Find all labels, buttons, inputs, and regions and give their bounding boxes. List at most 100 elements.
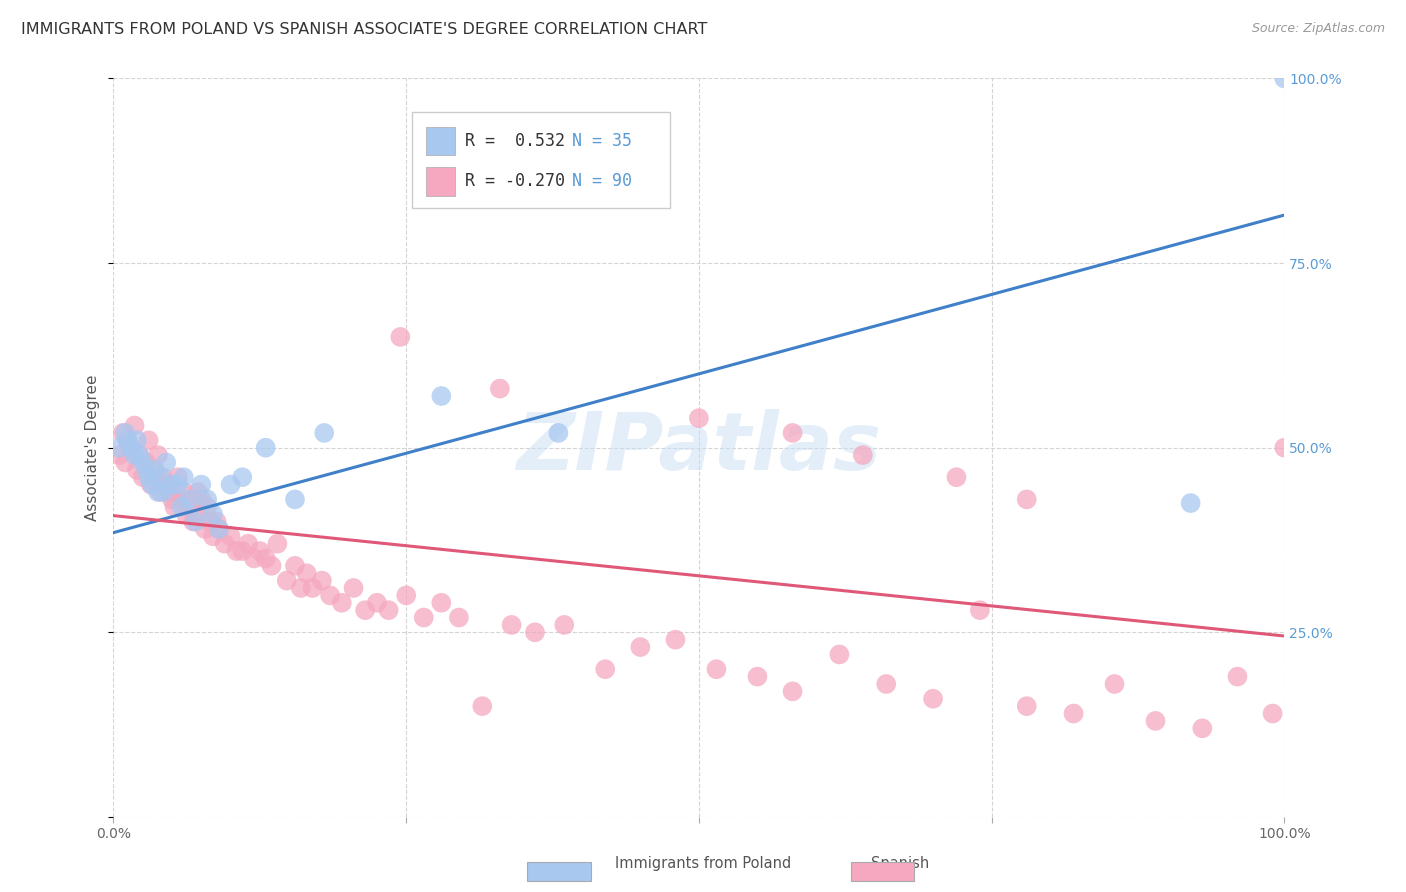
Point bbox=[198, 515, 221, 529]
Point bbox=[155, 477, 177, 491]
Point bbox=[828, 648, 851, 662]
Point bbox=[202, 507, 225, 521]
Point bbox=[1261, 706, 1284, 721]
Point bbox=[149, 485, 172, 500]
Point bbox=[295, 566, 318, 581]
Point bbox=[187, 485, 209, 500]
Point bbox=[214, 537, 236, 551]
Point bbox=[124, 418, 146, 433]
Text: R =  0.532: R = 0.532 bbox=[465, 132, 565, 150]
Point bbox=[471, 699, 494, 714]
Point bbox=[688, 411, 710, 425]
Point bbox=[181, 515, 204, 529]
Text: ZIPatlas: ZIPatlas bbox=[516, 409, 882, 487]
Point bbox=[922, 691, 945, 706]
Point bbox=[159, 485, 181, 500]
Point bbox=[366, 596, 388, 610]
Point bbox=[1191, 721, 1213, 735]
Point bbox=[141, 477, 163, 491]
Point bbox=[120, 441, 142, 455]
Point bbox=[167, 477, 190, 491]
Point bbox=[179, 492, 201, 507]
Point bbox=[524, 625, 547, 640]
Point bbox=[163, 500, 186, 514]
Point bbox=[143, 463, 166, 477]
Point bbox=[146, 485, 169, 500]
Point bbox=[266, 537, 288, 551]
Point bbox=[243, 551, 266, 566]
Point bbox=[225, 544, 247, 558]
Point bbox=[389, 330, 412, 344]
Point bbox=[875, 677, 897, 691]
Point bbox=[179, 500, 201, 514]
Point bbox=[430, 389, 453, 403]
Point bbox=[108, 441, 131, 455]
Point bbox=[120, 441, 142, 455]
Point bbox=[125, 463, 148, 477]
Point bbox=[395, 588, 418, 602]
Point bbox=[1144, 714, 1167, 728]
Point bbox=[138, 470, 160, 484]
Point bbox=[132, 455, 155, 469]
Point bbox=[114, 455, 136, 469]
Text: R = -0.270: R = -0.270 bbox=[465, 172, 565, 191]
Point bbox=[174, 507, 197, 521]
Point bbox=[1180, 496, 1202, 510]
Point bbox=[184, 507, 207, 521]
Point bbox=[124, 448, 146, 462]
Point bbox=[412, 610, 434, 624]
Point bbox=[284, 492, 307, 507]
Point bbox=[1272, 71, 1295, 86]
Point bbox=[1226, 670, 1249, 684]
Point bbox=[143, 463, 166, 477]
Point bbox=[128, 448, 150, 462]
Point bbox=[354, 603, 377, 617]
Point bbox=[314, 425, 336, 440]
Point bbox=[135, 455, 157, 469]
Point bbox=[190, 492, 212, 507]
Point bbox=[111, 425, 134, 440]
Point bbox=[311, 574, 333, 588]
Point bbox=[146, 448, 169, 462]
Point bbox=[342, 581, 364, 595]
Point bbox=[276, 574, 298, 588]
Point bbox=[173, 485, 195, 500]
Bar bbox=[426, 127, 456, 155]
Point bbox=[114, 425, 136, 440]
Point bbox=[260, 558, 283, 573]
Point bbox=[153, 485, 176, 500]
Point bbox=[184, 515, 207, 529]
Point bbox=[330, 596, 353, 610]
Point bbox=[167, 470, 190, 484]
Point bbox=[747, 670, 769, 684]
Text: Spanish: Spanish bbox=[870, 856, 929, 871]
Point bbox=[208, 522, 231, 536]
Point bbox=[155, 455, 177, 469]
Point bbox=[301, 581, 323, 595]
Point bbox=[132, 470, 155, 484]
Point bbox=[501, 618, 523, 632]
Point bbox=[553, 618, 575, 632]
Point bbox=[231, 544, 253, 558]
Point bbox=[254, 441, 277, 455]
Point bbox=[1015, 492, 1038, 507]
Point bbox=[139, 477, 162, 491]
Point bbox=[208, 522, 231, 536]
Point bbox=[664, 632, 686, 647]
Point bbox=[219, 477, 242, 491]
Point bbox=[170, 492, 193, 507]
Text: Source: ZipAtlas.com: Source: ZipAtlas.com bbox=[1251, 22, 1385, 36]
Point bbox=[135, 463, 157, 477]
Point bbox=[447, 610, 470, 624]
Point bbox=[195, 492, 218, 507]
Point bbox=[1015, 699, 1038, 714]
Point bbox=[195, 500, 218, 514]
Text: Immigrants from Poland: Immigrants from Poland bbox=[614, 856, 792, 871]
Point bbox=[782, 425, 804, 440]
Point bbox=[852, 448, 875, 462]
Point bbox=[489, 382, 512, 396]
Point bbox=[231, 470, 253, 484]
Bar bbox=[426, 168, 456, 195]
Point bbox=[782, 684, 804, 698]
Point bbox=[593, 662, 616, 676]
